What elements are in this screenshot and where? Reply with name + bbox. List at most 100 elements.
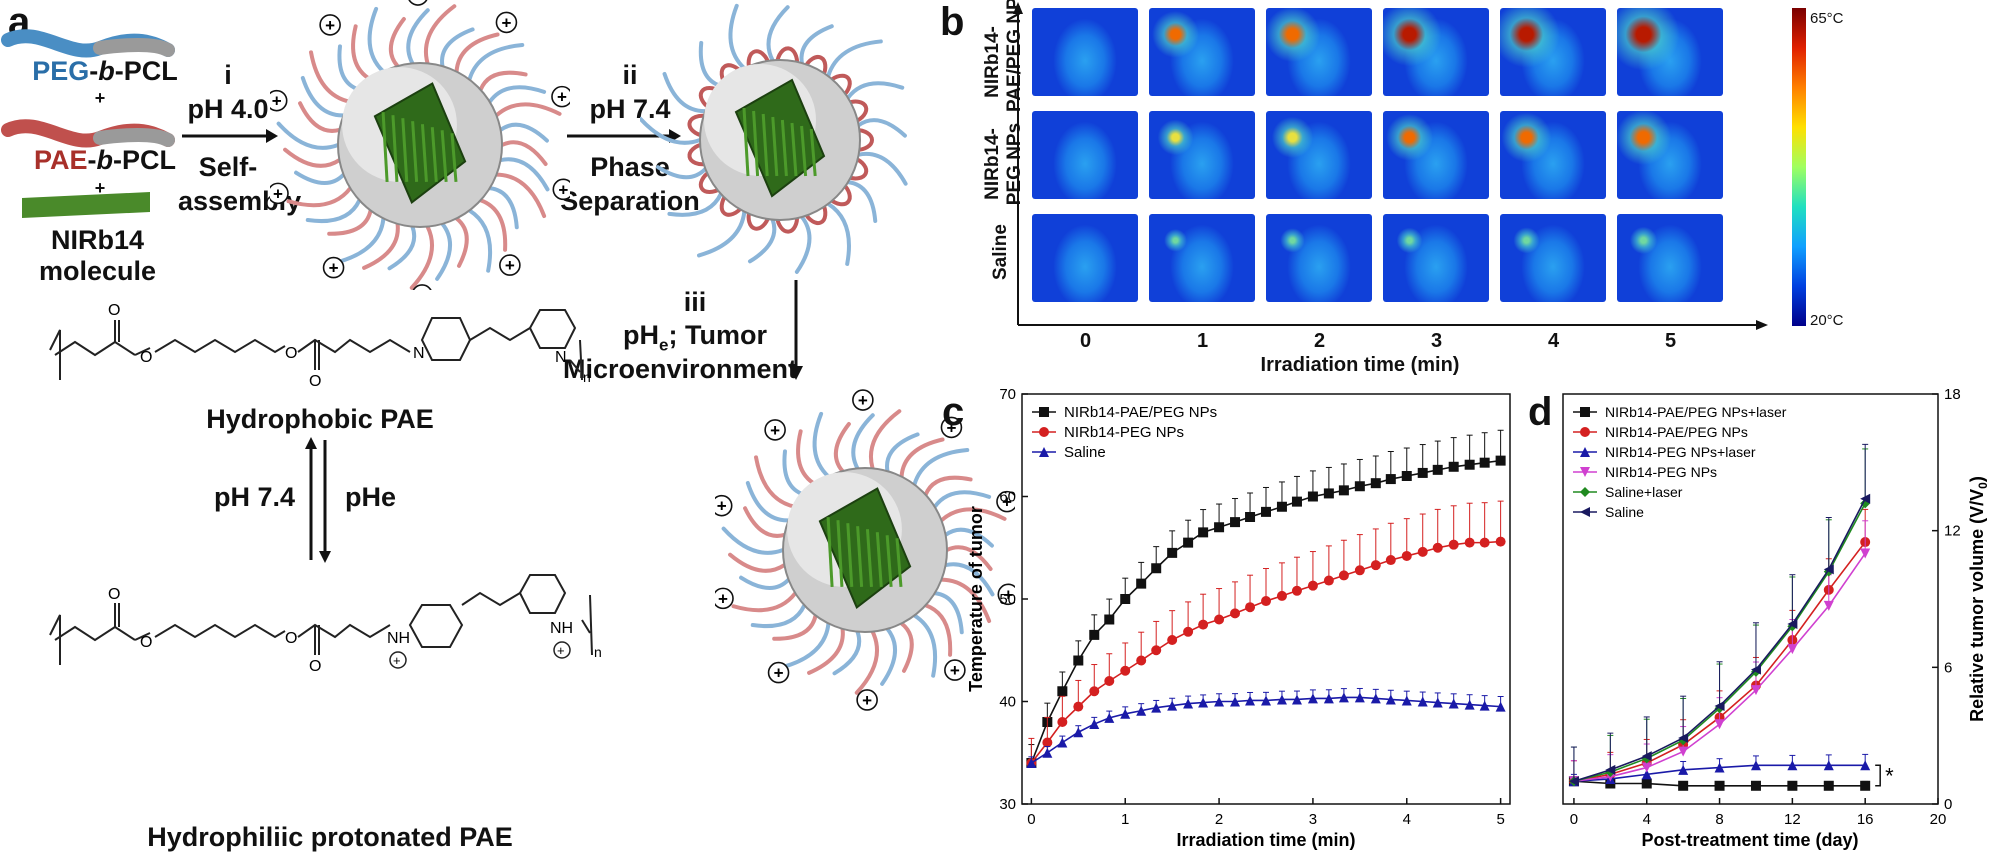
data-point bbox=[1432, 542, 1443, 553]
data-point bbox=[1495, 536, 1506, 547]
series-2 bbox=[1026, 687, 1506, 768]
polymer-brush bbox=[294, 170, 346, 185]
equilibrium-left-label: pH 7.4 bbox=[213, 482, 295, 512]
legend-entry: NIRb14-PEG NPs bbox=[1064, 424, 1184, 441]
legend-entry: NIRb14-PEG NPs bbox=[1605, 464, 1717, 480]
data-point bbox=[1385, 474, 1396, 485]
x-tick-label: 4 bbox=[1643, 811, 1651, 828]
polymer-brush bbox=[750, 603, 807, 628]
charge-icon: + bbox=[996, 490, 1015, 513]
data-point bbox=[1678, 764, 1689, 775]
series-5 bbox=[1568, 443, 1871, 787]
data-point bbox=[1245, 695, 1256, 706]
plot-frame bbox=[1562, 393, 1939, 805]
charge-label: + bbox=[1002, 493, 1012, 512]
charge-icon: + bbox=[322, 256, 345, 279]
thermal-image bbox=[1383, 214, 1489, 302]
equilibrium-arrows-icon bbox=[305, 437, 331, 563]
data-point bbox=[1750, 760, 1761, 771]
series-1 bbox=[1026, 500, 1506, 768]
x-axis-label: Irradiation time (min) bbox=[1176, 830, 1355, 850]
polymer-brush bbox=[812, 411, 831, 479]
svg-text:n: n bbox=[583, 369, 590, 385]
charge-label: + bbox=[272, 92, 282, 111]
charge-icon: + bbox=[551, 85, 570, 108]
data-point bbox=[1042, 747, 1053, 758]
data-point bbox=[1089, 719, 1100, 730]
polymer-brush bbox=[854, 629, 880, 695]
data-point bbox=[1580, 507, 1590, 517]
step1-line1: Self- bbox=[198, 152, 258, 182]
equilibrium-right-label: pHe bbox=[345, 482, 397, 512]
legend-entry: Saline bbox=[1605, 504, 1644, 520]
svg-text:O: O bbox=[108, 586, 120, 603]
data-point bbox=[1039, 407, 1049, 417]
np-core bbox=[699, 59, 861, 221]
polymer-brush bbox=[747, 217, 777, 264]
data-point bbox=[1495, 455, 1506, 466]
nanoparticle-2-icon bbox=[640, 3, 908, 274]
data-point bbox=[1580, 427, 1590, 437]
y-tick-label: 0 bbox=[1944, 796, 1952, 813]
data-point bbox=[1073, 701, 1084, 712]
data-point bbox=[1479, 700, 1490, 711]
data-point bbox=[1057, 717, 1068, 727]
legend-entry: NIRb14-PAE/PEG NPs bbox=[1605, 424, 1748, 440]
data-point bbox=[1354, 565, 1365, 576]
data-point bbox=[1448, 539, 1459, 550]
data-point bbox=[1307, 580, 1318, 591]
polymer-brush bbox=[276, 121, 340, 150]
data-point bbox=[1307, 491, 1318, 502]
polymer-brush bbox=[335, 216, 386, 265]
legend-entry: NIRb14-PEG NPs+laser bbox=[1605, 444, 1756, 460]
svg-text:O: O bbox=[108, 302, 120, 319]
data-point bbox=[1104, 676, 1115, 686]
data-point bbox=[1750, 664, 1761, 675]
x-tick-label: 0 bbox=[1027, 811, 1035, 828]
step1-num: i bbox=[224, 60, 232, 90]
polymer-brush bbox=[487, 186, 519, 230]
data-point bbox=[1230, 696, 1241, 707]
charge-icon: + bbox=[270, 89, 288, 112]
polymer-brush bbox=[912, 613, 938, 678]
svg-text:N: N bbox=[413, 345, 425, 362]
series-line bbox=[1573, 502, 1866, 782]
data-point bbox=[1167, 547, 1178, 558]
charge-icon: + bbox=[499, 254, 521, 276]
step2-condition: pH 7.4 bbox=[589, 94, 671, 124]
series-3 bbox=[1568, 520, 1871, 787]
y-axis-label: Temperature of tumor bbox=[966, 506, 986, 692]
thermal-image bbox=[1383, 8, 1489, 96]
charge-label: + bbox=[413, 0, 423, 5]
step2-num: ii bbox=[622, 60, 638, 90]
nanoparticle-1-icon: + + + + + + + + + + bbox=[270, 0, 570, 290]
polymer-brush bbox=[899, 437, 945, 479]
data-point bbox=[1860, 780, 1871, 791]
thermal-image bbox=[1032, 8, 1138, 96]
nanoparticle-3-icon: + + + + + + + + + + bbox=[715, 389, 1015, 711]
charge-icon: + bbox=[412, 284, 432, 290]
charge-label: + bbox=[505, 256, 515, 275]
data-point bbox=[1401, 695, 1412, 706]
data-point bbox=[1787, 780, 1798, 791]
data-point bbox=[1823, 600, 1834, 611]
data-point bbox=[1039, 427, 1049, 437]
x-tick-label: 2 bbox=[1215, 811, 1223, 828]
series-line bbox=[1030, 696, 1501, 764]
charge-icon: + bbox=[408, 0, 428, 6]
polymer-brush bbox=[939, 577, 992, 624]
polymer-brush bbox=[833, 422, 851, 474]
polymer-brush bbox=[435, 221, 452, 281]
polymer-brush bbox=[498, 122, 549, 143]
data-point bbox=[1026, 758, 1037, 768]
charge-label: + bbox=[770, 421, 780, 440]
thermal-image bbox=[1500, 214, 1606, 302]
hydrophilic-pae-structure: O O O O NH + NH + n bbox=[49, 574, 602, 675]
polymer-brush bbox=[388, 17, 406, 69]
charge-label: + bbox=[417, 286, 427, 290]
y-tick-label: 60 bbox=[999, 489, 1016, 506]
y-tick-label: 40 bbox=[999, 694, 1016, 711]
polymer-brush bbox=[283, 147, 342, 168]
data-point bbox=[1787, 619, 1798, 630]
